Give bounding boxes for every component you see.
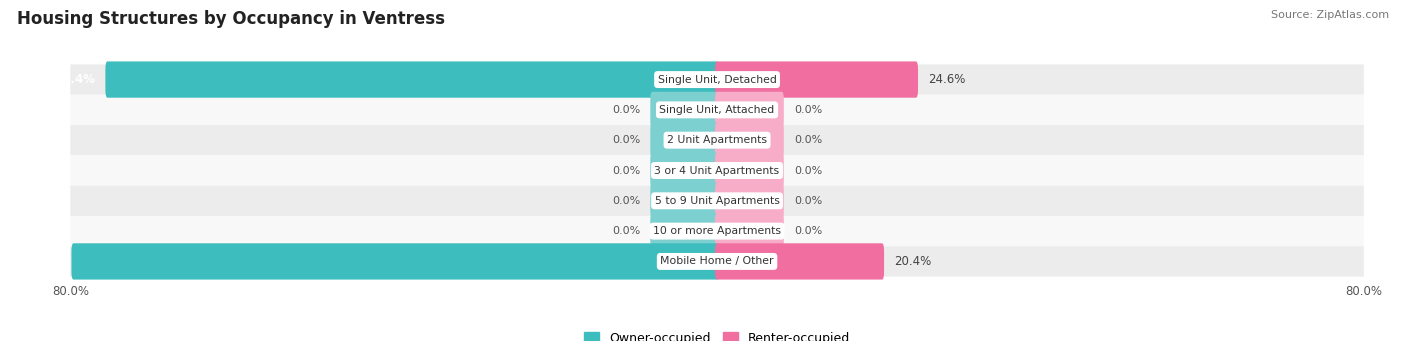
Text: 3 or 4 Unit Apartments: 3 or 4 Unit Apartments — [655, 165, 779, 176]
Text: Source: ZipAtlas.com: Source: ZipAtlas.com — [1271, 10, 1389, 20]
FancyBboxPatch shape — [70, 125, 1364, 155]
Text: 20.4%: 20.4% — [894, 255, 931, 268]
FancyBboxPatch shape — [70, 246, 1364, 277]
FancyBboxPatch shape — [651, 122, 718, 158]
Text: Mobile Home / Other: Mobile Home / Other — [661, 256, 773, 266]
FancyBboxPatch shape — [105, 61, 718, 98]
Text: 0.0%: 0.0% — [612, 135, 640, 145]
Text: 2 Unit Apartments: 2 Unit Apartments — [666, 135, 768, 145]
FancyBboxPatch shape — [716, 92, 783, 128]
Text: Single Unit, Attached: Single Unit, Attached — [659, 105, 775, 115]
Text: 0.0%: 0.0% — [794, 105, 823, 115]
FancyBboxPatch shape — [716, 183, 783, 219]
FancyBboxPatch shape — [651, 213, 718, 249]
FancyBboxPatch shape — [72, 243, 718, 280]
FancyBboxPatch shape — [651, 183, 718, 219]
Text: 0.0%: 0.0% — [612, 196, 640, 206]
Text: 79.6%: 79.6% — [21, 255, 62, 268]
Text: 0.0%: 0.0% — [612, 165, 640, 176]
Text: 10 or more Apartments: 10 or more Apartments — [652, 226, 782, 236]
FancyBboxPatch shape — [716, 61, 918, 98]
FancyBboxPatch shape — [716, 122, 783, 158]
Text: 0.0%: 0.0% — [794, 226, 823, 236]
FancyBboxPatch shape — [651, 92, 718, 128]
Text: 75.4%: 75.4% — [55, 73, 96, 86]
Text: 0.0%: 0.0% — [794, 196, 823, 206]
FancyBboxPatch shape — [651, 152, 718, 189]
FancyBboxPatch shape — [70, 186, 1364, 216]
Legend: Owner-occupied, Renter-occupied: Owner-occupied, Renter-occupied — [579, 327, 855, 341]
Text: 24.6%: 24.6% — [928, 73, 966, 86]
Text: Housing Structures by Occupancy in Ventress: Housing Structures by Occupancy in Ventr… — [17, 10, 444, 28]
FancyBboxPatch shape — [716, 213, 783, 249]
FancyBboxPatch shape — [716, 243, 884, 280]
Text: 0.0%: 0.0% — [612, 105, 640, 115]
Text: Single Unit, Detached: Single Unit, Detached — [658, 75, 776, 85]
FancyBboxPatch shape — [70, 95, 1364, 125]
Text: 0.0%: 0.0% — [794, 135, 823, 145]
Text: 5 to 9 Unit Apartments: 5 to 9 Unit Apartments — [655, 196, 779, 206]
FancyBboxPatch shape — [70, 155, 1364, 186]
FancyBboxPatch shape — [716, 152, 783, 189]
FancyBboxPatch shape — [70, 216, 1364, 246]
FancyBboxPatch shape — [70, 64, 1364, 95]
Text: 0.0%: 0.0% — [612, 226, 640, 236]
Text: 0.0%: 0.0% — [794, 165, 823, 176]
